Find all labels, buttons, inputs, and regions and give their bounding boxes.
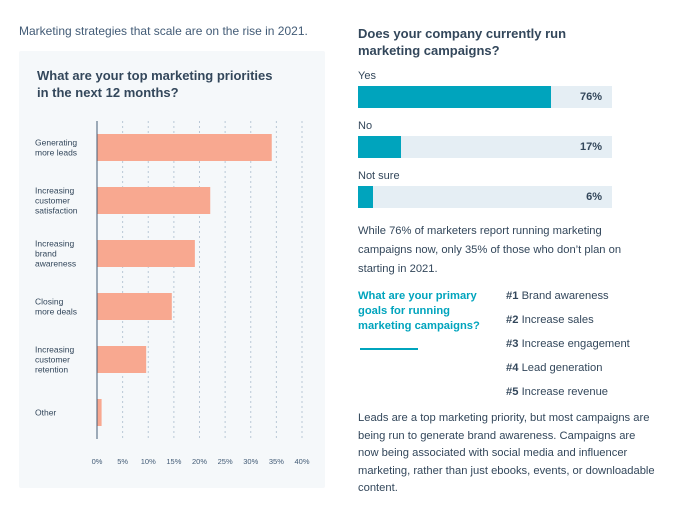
priorities-card: What are your top marketing priorities i…	[19, 51, 325, 488]
category-label: satisfaction	[35, 206, 78, 216]
goal-rank: #4	[506, 362, 519, 374]
campaigns-note: While 76% of marketers report running ma…	[358, 225, 622, 275]
x-tick-label: 10%	[141, 457, 156, 466]
goal-rank: #3	[506, 338, 519, 350]
x-tick-label: 25%	[218, 457, 233, 466]
category-label: customer	[35, 196, 70, 206]
priority-bar	[97, 399, 102, 426]
x-tick-label: 35%	[269, 457, 284, 466]
priority-bar	[97, 187, 211, 214]
priority-bar	[97, 134, 272, 161]
category-label: awareness	[35, 259, 76, 269]
goal-text: Increase engagement	[521, 338, 630, 350]
goal-text: Lead generation	[521, 362, 603, 374]
x-tick-label: 20%	[192, 457, 207, 466]
category-label: Other	[35, 408, 56, 418]
x-tick-label: 5%	[117, 457, 128, 466]
priority-bar	[97, 240, 195, 267]
closing-text: Leads are a top marketing priority, but …	[358, 412, 655, 494]
goal-rank: #2	[506, 314, 519, 326]
campaign-value-label: 76%	[579, 91, 602, 103]
category-label: Increasing	[35, 239, 74, 249]
category-label: more deals	[35, 307, 77, 317]
goal-rank: #1	[506, 290, 519, 302]
campaign-row-not-sure: Not sure 6%	[358, 169, 612, 208]
goal-item: #3 Increase engagement	[506, 336, 630, 360]
campaign-bar-track: 17%	[358, 136, 612, 158]
category-label: Generating	[35, 138, 77, 148]
priority-bar	[97, 293, 172, 320]
campaign-bar-fill	[358, 186, 374, 208]
goal-text: Increase revenue	[521, 386, 609, 398]
campaigns-title: Does your company currently run marketin…	[358, 26, 567, 58]
priorities-title: What are your top marketing priorities i…	[37, 68, 273, 100]
campaign-bar-track: 76%	[358, 86, 612, 108]
x-tick-label: 15%	[166, 457, 181, 466]
priority-bar	[97, 346, 147, 373]
category-label: Closing	[35, 297, 64, 307]
goal-item: #4 Lead generation	[506, 360, 630, 384]
campaign-row-no: No 17%	[358, 119, 612, 158]
goal-item: #5 Increase revenue	[506, 384, 630, 408]
x-tick-label: 0%	[92, 457, 103, 466]
campaign-value-label: 6%	[586, 191, 602, 203]
priorities-bar-chart: 0% 5% 10% 15% 20% 25% 30% 35% 40%Generatingmore …	[35, 121, 310, 466]
goals-list: #1 Brand awareness #2 Increase sales #3 …	[506, 288, 630, 408]
campaign-bar-track: 6%	[358, 186, 612, 208]
campaign-label: Yes	[358, 70, 376, 82]
campaign-label: No	[358, 120, 373, 132]
category-label: Increasing	[35, 186, 74, 196]
category-label: customer	[35, 355, 70, 365]
category-label: retention	[35, 365, 68, 375]
goals-divider	[360, 348, 418, 350]
goal-item: #1 Brand awareness	[506, 288, 630, 312]
campaign-label: Not sure	[358, 170, 400, 182]
category-label: more leads	[35, 148, 77, 158]
intro-text: Marketing strategies that scale are on t…	[19, 24, 308, 38]
x-tick-label: 30%	[243, 457, 258, 466]
goal-rank: #5	[506, 386, 519, 398]
category-label: brand	[35, 249, 57, 259]
campaign-row-yes: Yes 76%	[358, 69, 612, 108]
campaign-bar-fill	[358, 86, 552, 108]
x-tick-label: 40%	[294, 457, 309, 466]
goals-question: What are your primary goals for running …	[358, 290, 480, 332]
campaign-value-label: 17%	[579, 141, 602, 153]
goal-text: Brand awareness	[521, 290, 609, 302]
campaign-bar-fill	[358, 136, 402, 158]
category-label: Increasing	[35, 345, 74, 355]
goal-item: #2 Increase sales	[506, 312, 630, 336]
goal-text: Increase sales	[521, 314, 594, 326]
